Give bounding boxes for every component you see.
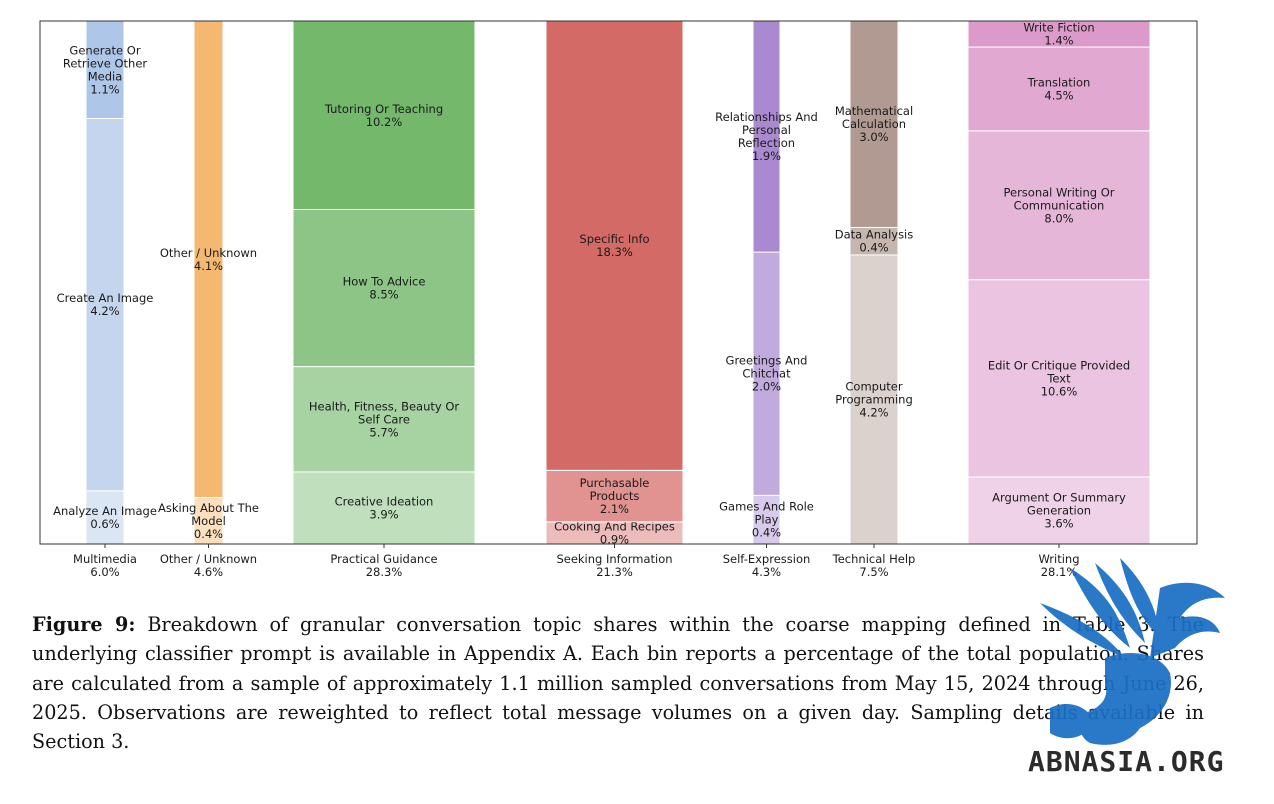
bar-segment [967, 279, 1151, 478]
segment-label: Computer Programming 4.2% [835, 379, 913, 419]
segment-label: Specific Info 18.3% [579, 232, 649, 259]
segment-label: Argument Or Summary Generation 3.6% [992, 490, 1126, 530]
bar-segment [752, 251, 781, 496]
plot-frame [39, 20, 1198, 545]
bar-segment [292, 366, 476, 473]
segment-label: Generate Or Retrieve Other Media 1.1% [63, 43, 148, 96]
x-tick-label: Multimedia 6.0% [73, 552, 137, 579]
segment-label: Health, Fitness, Beauty Or Self Care 5.7% [309, 399, 460, 439]
bar-segment [967, 20, 1151, 48]
x-tick-label: Technical Help 7.5% [832, 552, 916, 579]
segment-label: Write Fiction 1.4% [1023, 21, 1094, 48]
bar-segment [292, 471, 476, 545]
bar-segment [967, 130, 1151, 281]
bar-segment [85, 118, 125, 492]
caption-label: Figure 9: [32, 613, 136, 636]
bar-segment [85, 490, 125, 545]
segment-label: Purchasable Products 2.1% [580, 476, 650, 516]
segment-label: Data Analysis 0.4% [835, 228, 914, 255]
segment-label: Cooking And Recipes 0.9% [554, 519, 675, 546]
segment-label: Personal Writing Or Communication 8.0% [1003, 185, 1114, 225]
segment-label: How To Advice 8.5% [343, 275, 426, 302]
bar-segment [752, 20, 781, 253]
figure-caption: Figure 9: Breakdown of granular conversa… [32, 610, 1204, 756]
caption-text: Breakdown of granular conversation topic… [32, 613, 1204, 754]
segment-label: Tutoring Or Teaching 10.2% [324, 102, 443, 129]
watermark-text: ABNASIA.ORG [1028, 745, 1225, 778]
segment-label: Relationships And Personal Reflection 1.9% [715, 110, 818, 163]
winged-lion-icon [1040, 558, 1225, 745]
bar-segment [292, 20, 476, 211]
segment-label: Edit Or Critique Provided Text 10.6% [988, 358, 1130, 398]
bar-segment [292, 209, 476, 368]
x-tick-label: Writing 28.1% [1038, 552, 1079, 579]
x-tick-label: Self-Expression 4.3% [723, 552, 811, 579]
x-tick-label: Seeking Information 21.3% [556, 552, 672, 579]
segment-label: Creative Ideation 3.9% [335, 494, 434, 521]
x-axis: Multimedia 6.0% Other / Unknown 4.6% Practic… [73, 544, 1080, 579]
bar-segment [545, 20, 684, 471]
bar-segment [967, 46, 1151, 132]
bar-segment [967, 476, 1151, 545]
bar-segment [752, 494, 781, 545]
segment-label: Games And Role Play 0.4% [719, 500, 814, 540]
bars-layer: Analyze An Image 0.6% Create An Image 4.2% G… [53, 20, 1151, 546]
bar-segment [849, 226, 899, 256]
bar-segment [849, 20, 899, 228]
bar-segment [193, 497, 224, 545]
bar-segment [193, 20, 224, 499]
chart: Analyze An Image 0.6% Create An Image 4.2% G… [39, 20, 1198, 579]
segment-label: Create An Image 4.2% [57, 291, 154, 318]
x-tick-label: Practical Guidance 28.3% [330, 552, 437, 579]
segment-label: Asking About The Model 0.4% [158, 501, 259, 541]
segment-label: Analyze An Image 0.6% [53, 504, 157, 531]
x-tick-label: Other / Unknown 4.6% [160, 552, 257, 579]
segment-label: Mathematical Calculation 3.0% [835, 104, 913, 144]
segment-label: Greetings And Chitchat 2.0% [726, 354, 808, 394]
bar-segment [849, 254, 899, 545]
segment-label: Other / Unknown 4.1% [160, 246, 257, 273]
segment-label: Translation 4.5% [1027, 75, 1091, 102]
